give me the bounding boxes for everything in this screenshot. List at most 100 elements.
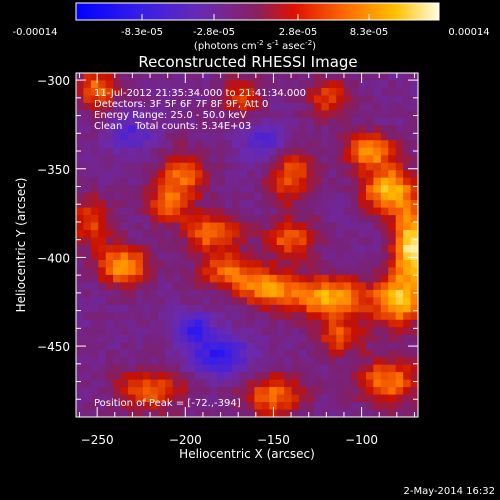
heatmap-cell (380, 349, 389, 358)
heatmap-cell (90, 147, 99, 156)
heatmap-cell (261, 289, 270, 298)
heatmap-cell (217, 267, 226, 276)
heatmap-cell (239, 267, 248, 276)
heatmap-cell (261, 327, 270, 336)
heatmap-cell (90, 237, 99, 246)
heatmap-cell (142, 334, 151, 343)
heatmap-cell (224, 80, 233, 89)
heatmap-cell (90, 259, 99, 269)
heatmap-cell (217, 259, 226, 269)
heatmap-cell (165, 215, 174, 224)
annotation-detectors: Detectors: 3F 5F 6F 7F 8F 9F, Att 0 (94, 99, 268, 110)
heatmap-cell (313, 117, 322, 126)
heatmap-cell (247, 245, 256, 254)
heatmap-cell (150, 349, 159, 358)
heatmap-cell (358, 245, 367, 254)
heatmap-cell (403, 297, 412, 306)
heatmap-cell (380, 289, 389, 298)
heatmap-cell (261, 259, 270, 269)
heatmap-cell (172, 319, 181, 328)
heatmap-cell (194, 95, 203, 104)
heatmap-cell (172, 409, 181, 418)
heatmap-cell (142, 282, 151, 291)
heatmap-cell (194, 357, 203, 366)
heatmap-cell (180, 327, 189, 336)
heatmap-cell (224, 289, 233, 298)
heatmap-cell (254, 267, 263, 276)
heatmap-cell (343, 222, 352, 231)
heatmap-cell (232, 357, 241, 366)
heatmap-cell (284, 140, 293, 149)
heatmap-cell (217, 87, 226, 97)
heatmap-cell (388, 215, 397, 224)
heatmap-cell (135, 170, 144, 179)
heatmap-cell (365, 349, 374, 358)
heatmap-cell (261, 237, 270, 246)
heatmap-cell (105, 349, 114, 358)
heatmap-cell (373, 259, 382, 269)
heatmap-cell (239, 334, 248, 343)
heatmap-cell (373, 245, 382, 254)
heatmap-cell (157, 170, 166, 179)
heatmap-cell (336, 379, 345, 388)
heatmap-cell (142, 110, 151, 119)
heatmap-cell (365, 230, 374, 239)
heatmap-cell (128, 379, 137, 388)
heatmap-cell (351, 87, 360, 97)
heatmap-cell (157, 147, 166, 156)
heatmap-cell (313, 80, 322, 89)
heatmap-cell (328, 289, 337, 298)
heatmap-cell (239, 245, 248, 254)
heatmap-cell (232, 372, 241, 381)
heatmap-cell (269, 117, 278, 126)
heatmap-cell (98, 230, 107, 239)
heatmap-cell (351, 237, 360, 246)
heatmap-cell (83, 342, 92, 351)
heatmap-cell (165, 357, 174, 366)
heatmap-cell (247, 155, 256, 164)
heatmap-cell (142, 372, 151, 381)
heatmap-cell (76, 372, 85, 381)
heatmap-cell (343, 409, 352, 418)
heatmap-cell (165, 177, 174, 186)
heatmap-cell (180, 319, 189, 328)
heatmap-cell (209, 349, 218, 358)
heatmap-cell (76, 87, 85, 97)
heatmap-cell (358, 267, 367, 276)
heatmap-cell (365, 357, 374, 366)
heatmap-cell (172, 267, 181, 276)
heatmap-cell (98, 132, 107, 141)
heatmap-cell (120, 102, 129, 111)
heatmap-cell (269, 387, 278, 396)
heatmap-cell (105, 132, 114, 141)
heatmap-cell (202, 387, 211, 396)
heatmap-cell (187, 73, 196, 82)
heatmap-cell (373, 170, 382, 179)
heatmap-cell (373, 95, 382, 104)
heatmap-cell (202, 245, 211, 254)
heatmap-cell (343, 252, 352, 261)
heatmap-cell (343, 357, 352, 366)
heatmap-cell (98, 207, 107, 216)
heatmap-cell (299, 259, 308, 269)
y-tick-label: −350 (37, 163, 70, 177)
heatmap-cell (321, 334, 330, 343)
heatmap-cell (194, 162, 203, 171)
heatmap-cell (105, 289, 114, 298)
heatmap-cell (388, 110, 397, 119)
heatmap-cell (247, 215, 256, 224)
heatmap-cell (120, 394, 129, 403)
heatmap-cell (299, 192, 308, 201)
heatmap-cell (135, 162, 144, 171)
heatmap-cell (269, 192, 278, 201)
heatmap-cell (142, 297, 151, 306)
heatmap-cell (239, 304, 248, 313)
heatmap-cell (239, 162, 248, 171)
heatmap-cell (142, 304, 151, 313)
heatmap-cell (135, 267, 144, 276)
heatmap-cell (403, 342, 412, 351)
heatmap-cell (165, 259, 174, 269)
heatmap-cell (150, 387, 159, 396)
heatmap-cell (224, 274, 233, 283)
heatmap-cell (358, 387, 367, 396)
